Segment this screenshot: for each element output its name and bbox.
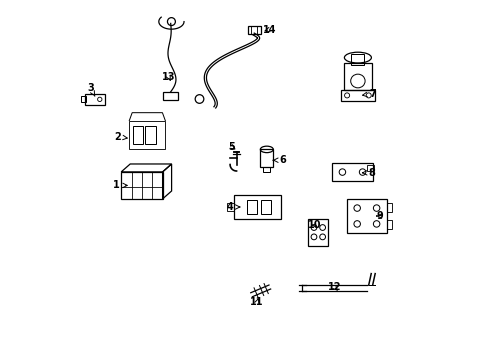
Bar: [247, 26, 260, 34]
Bar: [344, 63, 371, 90]
Bar: [386, 220, 391, 229]
Text: 8: 8: [362, 168, 375, 178]
Bar: [260, 149, 273, 167]
Bar: [132, 126, 143, 144]
Bar: [85, 94, 105, 105]
Text: 2: 2: [114, 132, 127, 142]
Text: 4: 4: [226, 202, 239, 212]
Bar: [145, 126, 156, 144]
Bar: [340, 90, 374, 101]
Text: 3: 3: [87, 83, 95, 96]
Text: 13: 13: [162, 72, 175, 82]
Text: 1: 1: [113, 180, 127, 190]
Bar: [346, 199, 386, 233]
Text: 12: 12: [327, 282, 341, 292]
Bar: [81, 96, 85, 102]
Bar: [351, 54, 364, 65]
Bar: [366, 165, 373, 171]
Text: 10: 10: [307, 220, 321, 230]
Text: 14: 14: [263, 24, 276, 35]
Text: 7: 7: [362, 89, 375, 99]
Bar: [246, 200, 257, 214]
Bar: [263, 167, 270, 172]
Bar: [261, 200, 271, 214]
Bar: [233, 195, 280, 219]
Text: 5: 5: [228, 142, 235, 152]
Bar: [307, 219, 328, 246]
Text: 11: 11: [250, 297, 264, 307]
Bar: [163, 92, 178, 100]
Text: 6: 6: [273, 155, 285, 165]
Bar: [331, 163, 373, 181]
Text: 9: 9: [375, 211, 382, 221]
Bar: [386, 203, 391, 212]
